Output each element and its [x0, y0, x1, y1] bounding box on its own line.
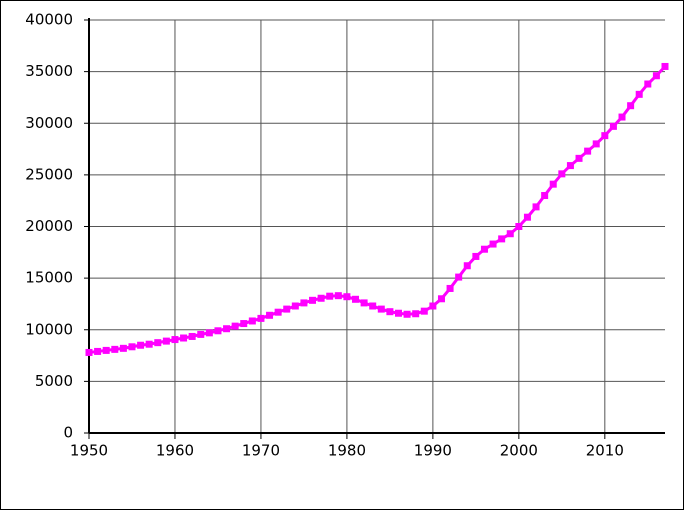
marker — [248, 317, 256, 325]
marker — [609, 122, 617, 130]
marker — [635, 90, 643, 98]
marker — [446, 284, 454, 292]
marker — [549, 180, 557, 188]
marker — [102, 346, 110, 354]
marker — [145, 340, 153, 348]
marker — [429, 302, 437, 310]
marker — [162, 337, 170, 345]
marker — [197, 330, 205, 338]
marker — [266, 311, 274, 319]
marker — [128, 343, 136, 351]
marker — [309, 296, 317, 304]
marker — [223, 325, 231, 333]
marker — [437, 295, 445, 303]
marker — [575, 154, 583, 162]
marker — [532, 203, 540, 211]
marker — [317, 294, 325, 302]
y-tick-label: 10000 — [25, 320, 73, 338]
marker — [386, 308, 394, 316]
y-tick-label: 30000 — [25, 114, 73, 132]
marker — [119, 344, 127, 352]
y-tick-label: 35000 — [25, 62, 73, 80]
x-tick-label: 1970 — [242, 442, 280, 460]
marker — [584, 147, 592, 155]
marker — [94, 347, 102, 355]
marker — [85, 348, 93, 356]
marker — [360, 299, 368, 307]
x-tick-label: 1990 — [414, 442, 452, 460]
marker — [601, 132, 609, 140]
y-tick-label: 40000 — [25, 11, 73, 29]
marker — [480, 245, 488, 253]
y-tick-label: 20000 — [25, 217, 73, 235]
marker — [111, 345, 119, 353]
x-tick-label: 2000 — [500, 442, 538, 460]
marker — [618, 113, 626, 121]
marker — [205, 329, 213, 337]
marker — [498, 235, 506, 243]
marker — [412, 310, 420, 318]
marker — [257, 314, 265, 322]
marker — [489, 240, 497, 248]
marker — [369, 302, 377, 310]
marker — [472, 252, 480, 260]
marker — [343, 293, 351, 301]
y-tick-label: 15000 — [25, 269, 73, 287]
marker — [541, 192, 549, 200]
marker — [137, 341, 145, 349]
marker — [274, 308, 282, 316]
marker — [627, 102, 635, 110]
marker — [283, 305, 291, 313]
marker — [154, 339, 162, 347]
marker — [231, 322, 239, 330]
x-tick-label: 1960 — [156, 442, 194, 460]
marker — [300, 299, 308, 307]
marker — [455, 273, 463, 281]
marker — [326, 292, 334, 300]
x-tick-label: 1980 — [328, 442, 366, 460]
marker — [403, 310, 411, 318]
marker — [188, 332, 196, 340]
marker — [652, 72, 660, 80]
marker — [644, 80, 652, 88]
marker — [394, 309, 402, 317]
marker — [377, 305, 385, 313]
marker — [420, 307, 428, 315]
marker — [515, 223, 523, 230]
marker — [566, 162, 574, 170]
marker — [240, 320, 248, 328]
marker — [291, 302, 299, 310]
marker — [592, 140, 600, 148]
marker — [352, 295, 360, 303]
marker — [334, 292, 342, 300]
marker — [523, 213, 531, 221]
y-tick-label: 0 — [63, 424, 73, 442]
marker — [506, 230, 514, 238]
y-tick-label: 5000 — [35, 372, 73, 390]
x-tick-label: 1950 — [70, 442, 108, 460]
marker — [214, 327, 222, 335]
marker — [180, 334, 188, 342]
marker — [558, 170, 566, 178]
x-tick-label: 2010 — [586, 442, 624, 460]
y-tick-label: 25000 — [25, 165, 73, 183]
marker — [171, 336, 179, 344]
marker — [463, 262, 471, 270]
marker — [661, 62, 669, 70]
